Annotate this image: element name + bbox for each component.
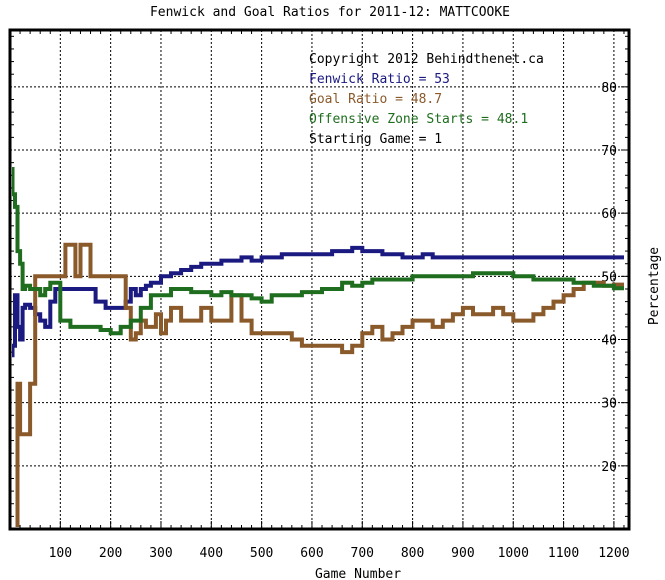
x-tick-label: 400 xyxy=(200,546,223,561)
x-tick-label: 100 xyxy=(49,546,72,561)
x-tick-label: 1200 xyxy=(598,546,629,561)
series-lines xyxy=(12,167,624,527)
x-tick-label: 300 xyxy=(149,546,172,561)
annotations: Copyright 2012 Behindthenet.ca Fenwick Ra… xyxy=(309,52,544,147)
x-tick-label: 200 xyxy=(99,546,122,561)
y-tick-label: 60 xyxy=(601,207,617,222)
x-tick-label: 800 xyxy=(401,546,424,561)
series-line-0 xyxy=(12,245,624,358)
chart-title: Fenwick and Goal Ratios for 2011-12: MAT… xyxy=(150,5,510,20)
annotation-line: Offensive Zone Starts = 48.1 xyxy=(309,112,528,127)
y-tick-label: 80 xyxy=(601,81,617,96)
y-tick-label: 70 xyxy=(601,144,617,159)
annotation-line: Copyright 2012 Behindthenet.ca xyxy=(309,52,544,67)
annotation-line: Goal Ratio = 48.7 xyxy=(309,92,442,107)
plot-frame xyxy=(8,28,631,531)
y-tick-label: 30 xyxy=(601,397,617,412)
x-axis-label: Game Number xyxy=(315,567,401,580)
annotation-line: Starting Game = 1 xyxy=(309,132,442,147)
series-line-2 xyxy=(12,167,624,336)
x-tick-label: 600 xyxy=(300,546,323,561)
y-tick-label: 40 xyxy=(601,334,617,349)
y-tick-label: 20 xyxy=(601,460,617,475)
x-tick-label: 500 xyxy=(250,546,273,561)
axis-ticks: 100 200 300 400 500 600 700 800 900 1000 1100 1200 2… xyxy=(10,30,630,561)
x-tick-label: 700 xyxy=(351,546,374,561)
annotation-line: Fenwick Ratio = 53 xyxy=(309,72,450,87)
x-tick-label: 1000 xyxy=(498,546,529,561)
y-axis-label: Percentage xyxy=(647,247,662,325)
series-line-1 xyxy=(13,242,624,527)
x-tick-label: 900 xyxy=(451,546,474,561)
x-tick-label: 1100 xyxy=(548,546,579,561)
